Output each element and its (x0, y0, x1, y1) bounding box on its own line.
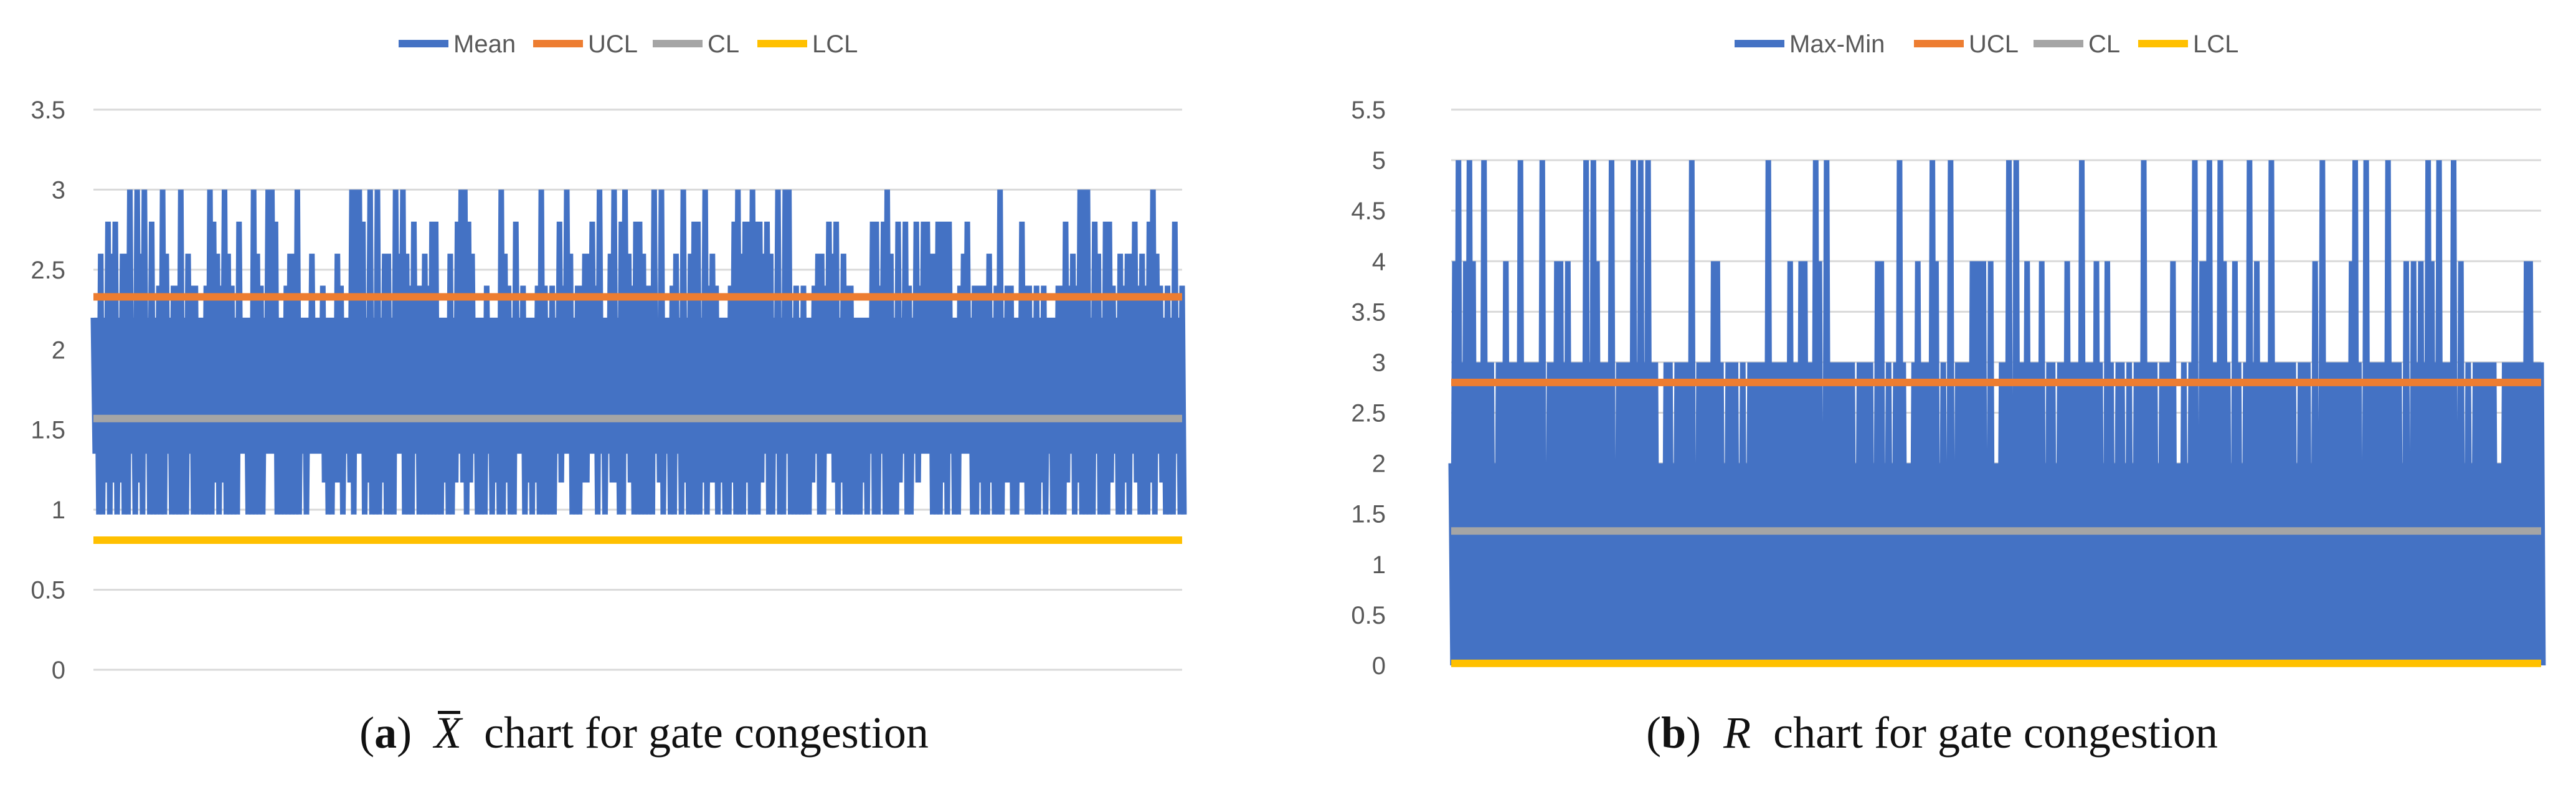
y-tick-label: 4 (1372, 248, 1386, 275)
xbar-chart-svg: 0 0.5 1 1.5 2 2.5 3 3.5 Mean UCL CL LCL (31, 31, 1187, 684)
series-line-max-min (1448, 160, 2546, 666)
panel-a-xbar-chart: 0 0.5 1 1.5 2 2.5 3 3.5 Mean UCL CL LCL (a) X chart… (31, 31, 1187, 758)
legend-label-ucl: UCL (1969, 31, 2019, 58)
r-chart-svg: 0 0.5 1 1.5 2 2.5 3 3.5 4 4.5 5 5.5 Max-Min UCL CL LCL (1351, 31, 2546, 680)
caption-b-label: b (1661, 708, 1687, 758)
y-tick-label: 3.5 (1351, 298, 1386, 326)
series-line-mean (90, 189, 1187, 515)
y-tick-label: 1 (52, 497, 65, 524)
y-tick-label: 0 (1372, 652, 1386, 680)
y-tick-label: 1.5 (31, 417, 65, 444)
caption-b-text: chart for gate congestion (1773, 708, 2218, 758)
y-tick-label: 3 (52, 176, 65, 204)
legend-label-ucl: UCL (588, 31, 638, 58)
y-tick-label: 5.5 (1351, 97, 1386, 124)
caption-a-label: a (374, 708, 397, 758)
legend-label-max-min: Max-Min (1789, 31, 1885, 58)
legend-label-cl: CL (708, 31, 739, 58)
y-tick-label: 0.5 (31, 577, 65, 604)
caption-a-symbol: X (434, 708, 462, 758)
y-tick-label: 3 (1372, 349, 1386, 376)
y-tick-label: 0 (52, 657, 65, 684)
y-tick-label: 1 (1372, 551, 1386, 579)
y-tick-label: 2 (1372, 450, 1386, 478)
y-tick-label: 3.5 (31, 97, 65, 124)
y-tick-label: 0.5 (1351, 602, 1386, 629)
caption-a-text: chart for gate congestion (484, 708, 929, 758)
y-tick-label: 2.5 (1351, 400, 1386, 427)
caption-b-symbol: R (1723, 708, 1751, 758)
caption-b: (b) R chart for gate congestion (1646, 708, 2218, 758)
y-tick-label: 4.5 (1351, 198, 1386, 225)
y-tick-label: 5 (1372, 147, 1386, 174)
legend-label-mean: Mean (453, 31, 516, 58)
y-tick-label: 2.5 (31, 257, 65, 284)
y-tick-label: 2 (52, 336, 65, 364)
legend-label-cl: CL (2088, 31, 2120, 58)
y-tick-label: 1.5 (1351, 501, 1386, 528)
legend-label-lcl: LCL (812, 31, 858, 58)
legend-label-lcl: LCL (2193, 31, 2238, 58)
caption-a: (a) X chart for gate congestion (359, 708, 929, 758)
panel-b-r-chart: 0 0.5 1 1.5 2 2.5 3 3.5 4 4.5 5 5.5 Max-Min UCL CL LCL … (1288, 0, 2576, 790)
